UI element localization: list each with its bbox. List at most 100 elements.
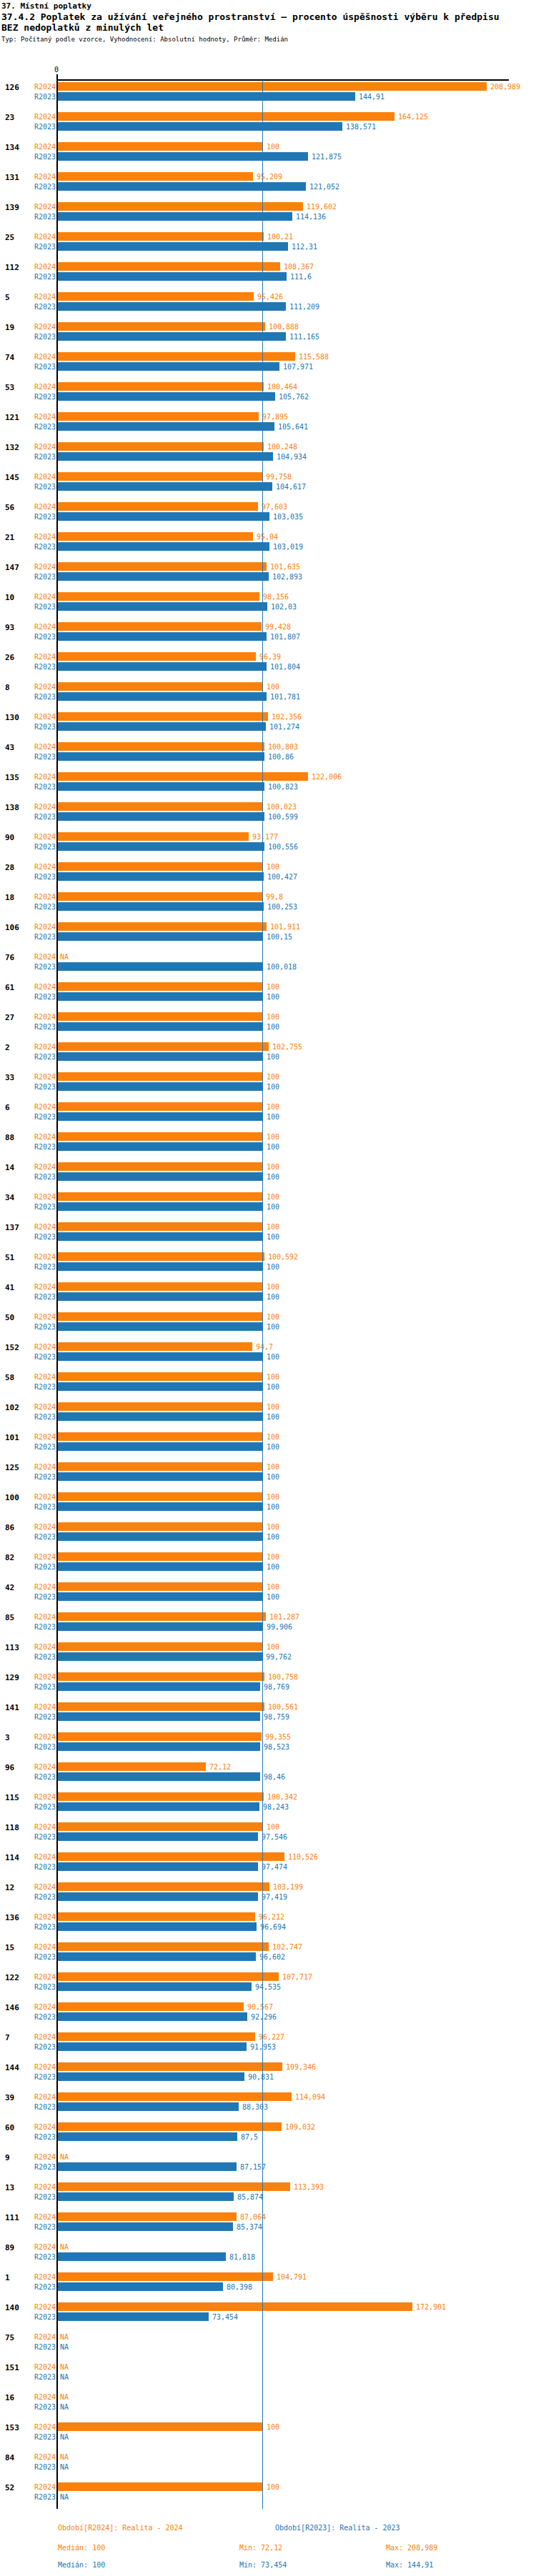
- bar-value-r2023: 100: [267, 1533, 279, 1541]
- series-label-r2023: R2023: [24, 1983, 56, 1991]
- bar-r2023: [58, 1682, 260, 1691]
- series-label-r2023: R2023: [24, 2133, 56, 2141]
- series-label-r2023: R2023: [24, 2163, 56, 2171]
- bar-r2023: [58, 992, 263, 1001]
- bar-value-r2023: 100: [267, 1353, 279, 1361]
- series-label-r2023: R2023: [24, 2073, 56, 2081]
- bar-r2024: [58, 202, 303, 211]
- bar-r2023: [58, 1592, 263, 1601]
- series-label-r2023: R2023: [24, 543, 56, 551]
- series-label-r2024: R2024: [24, 2183, 56, 2191]
- bar-r2024: [58, 82, 487, 91]
- bar-value-r2024: 114,094: [295, 2093, 325, 2101]
- bar-r2024: [58, 2302, 412, 2311]
- bar-r2024: [58, 2272, 273, 2281]
- series-label-r2023: R2023: [24, 2283, 56, 2291]
- bar-r2023: [58, 1352, 263, 1361]
- bar-r2024: [58, 2002, 244, 2011]
- series-label-r2023: R2023: [24, 1173, 56, 1181]
- median-reference-line: [262, 80, 263, 2509]
- bar-r2023: [58, 1262, 263, 1271]
- bar-value-r2024: 100: [267, 1583, 279, 1591]
- row-group-label: 101: [5, 1433, 19, 1442]
- series-label-r2024: R2024: [24, 83, 56, 91]
- bar-r2023: [58, 1082, 263, 1091]
- row-group-label: 7: [5, 2033, 10, 2042]
- bar-r2023: [58, 902, 264, 911]
- bar-value-r2023: 100: [267, 1083, 279, 1091]
- chart-title: 37.4.2 Poplatek za užívání veřejného pro…: [1, 11, 502, 33]
- bar-value-r2024: 100: [267, 1313, 279, 1321]
- row-group-label: 145: [5, 473, 19, 482]
- series-label-r2023: R2023: [24, 213, 56, 221]
- bar-r2024: [58, 1102, 263, 1111]
- series-label-r2023: R2023: [24, 2193, 56, 2201]
- series-label-r2024: R2024: [24, 953, 56, 961]
- y-axis-line: [56, 74, 58, 2509]
- bar-r2023: [58, 2042, 247, 2051]
- bar-value-r2024: NA: [60, 2333, 69, 2341]
- bar-r2023: [58, 422, 274, 431]
- bar-value-r2024: 100: [267, 863, 279, 871]
- bar-r2024: [58, 1642, 263, 1651]
- series-label-r2023: R2023: [24, 303, 56, 311]
- series-label-r2023: R2023: [24, 1413, 56, 1421]
- series-label-r2023: R2023: [24, 1353, 56, 1361]
- series-label-r2023: R2023: [24, 423, 56, 431]
- bar-r2023: [58, 1862, 258, 1871]
- row-group-label: 21: [5, 533, 14, 542]
- series-label-r2023: R2023: [24, 753, 56, 761]
- row-group-label: 132: [5, 443, 19, 452]
- bar-r2023: [58, 212, 292, 221]
- bar-r2023: [58, 1712, 260, 1721]
- bar-value-r2023: 100: [267, 1413, 279, 1421]
- row-group-label: 1: [5, 2273, 10, 2282]
- bar-value-r2023: NA: [60, 2493, 69, 2501]
- bar-value-r2023: 80,398: [227, 2283, 252, 2291]
- row-group-label: 89: [5, 2243, 14, 2252]
- bar-value-r2023: NA: [60, 2403, 69, 2411]
- series-label-r2024: R2024: [24, 1613, 56, 1621]
- series-label-r2024: R2024: [24, 1553, 56, 1561]
- bar-r2024: [58, 1732, 262, 1741]
- bar-value-r2023: NA: [60, 2433, 69, 2441]
- row-group-label: 10: [5, 593, 14, 602]
- bar-value-r2023: 100: [267, 1113, 279, 1121]
- series-label-r2023: R2023: [24, 1053, 56, 1061]
- row-group-label: 118: [5, 1823, 19, 1832]
- row-group-label: 85: [5, 1613, 14, 1622]
- bar-r2023: [58, 2072, 244, 2081]
- series-label-r2024: R2024: [24, 1433, 56, 1441]
- bar-value-r2023: 100: [267, 1203, 279, 1211]
- bar-value-r2024: 115,588: [299, 353, 329, 361]
- series-label-r2024: R2024: [24, 2093, 56, 2101]
- bar-value-r2023: 100,556: [268, 843, 298, 851]
- series-label-r2023: R2023: [24, 2433, 56, 2441]
- bar-r2023: [58, 2312, 209, 2321]
- bar-value-r2023: 88,303: [242, 2103, 268, 2111]
- bar-value-r2024: 100: [267, 1073, 279, 1081]
- bar-r2023: [58, 2132, 237, 2141]
- row-group-label: 33: [5, 1073, 14, 1082]
- bar-value-r2023: 100: [267, 1563, 279, 1571]
- bar-r2024: [58, 1522, 263, 1531]
- bar-r2023: [58, 1652, 262, 1661]
- bar-value-r2024: 100,21: [267, 233, 293, 241]
- bar-r2023: [58, 482, 272, 491]
- bar-r2023: [58, 812, 264, 821]
- bar-value-r2023: NA: [60, 2463, 69, 2471]
- bar-value-r2024: 164,125: [398, 113, 428, 121]
- bar-r2023: [58, 542, 269, 551]
- bar-r2023: [58, 392, 275, 401]
- series-label-r2024: R2024: [24, 1853, 56, 1861]
- series-label-r2023: R2023: [24, 1653, 56, 1661]
- row-group-label: 18: [5, 893, 14, 902]
- series-label-r2023: R2023: [24, 1743, 56, 1751]
- series-label-r2024: R2024: [24, 893, 56, 901]
- row-group-label: 141: [5, 1703, 19, 1712]
- bar-r2023: [58, 452, 273, 461]
- series-label-r2023: R2023: [24, 2373, 56, 2381]
- bar-value-r2024: 100: [267, 1523, 279, 1531]
- bar-r2023: [58, 632, 267, 641]
- series-label-r2023: R2023: [24, 1713, 56, 1721]
